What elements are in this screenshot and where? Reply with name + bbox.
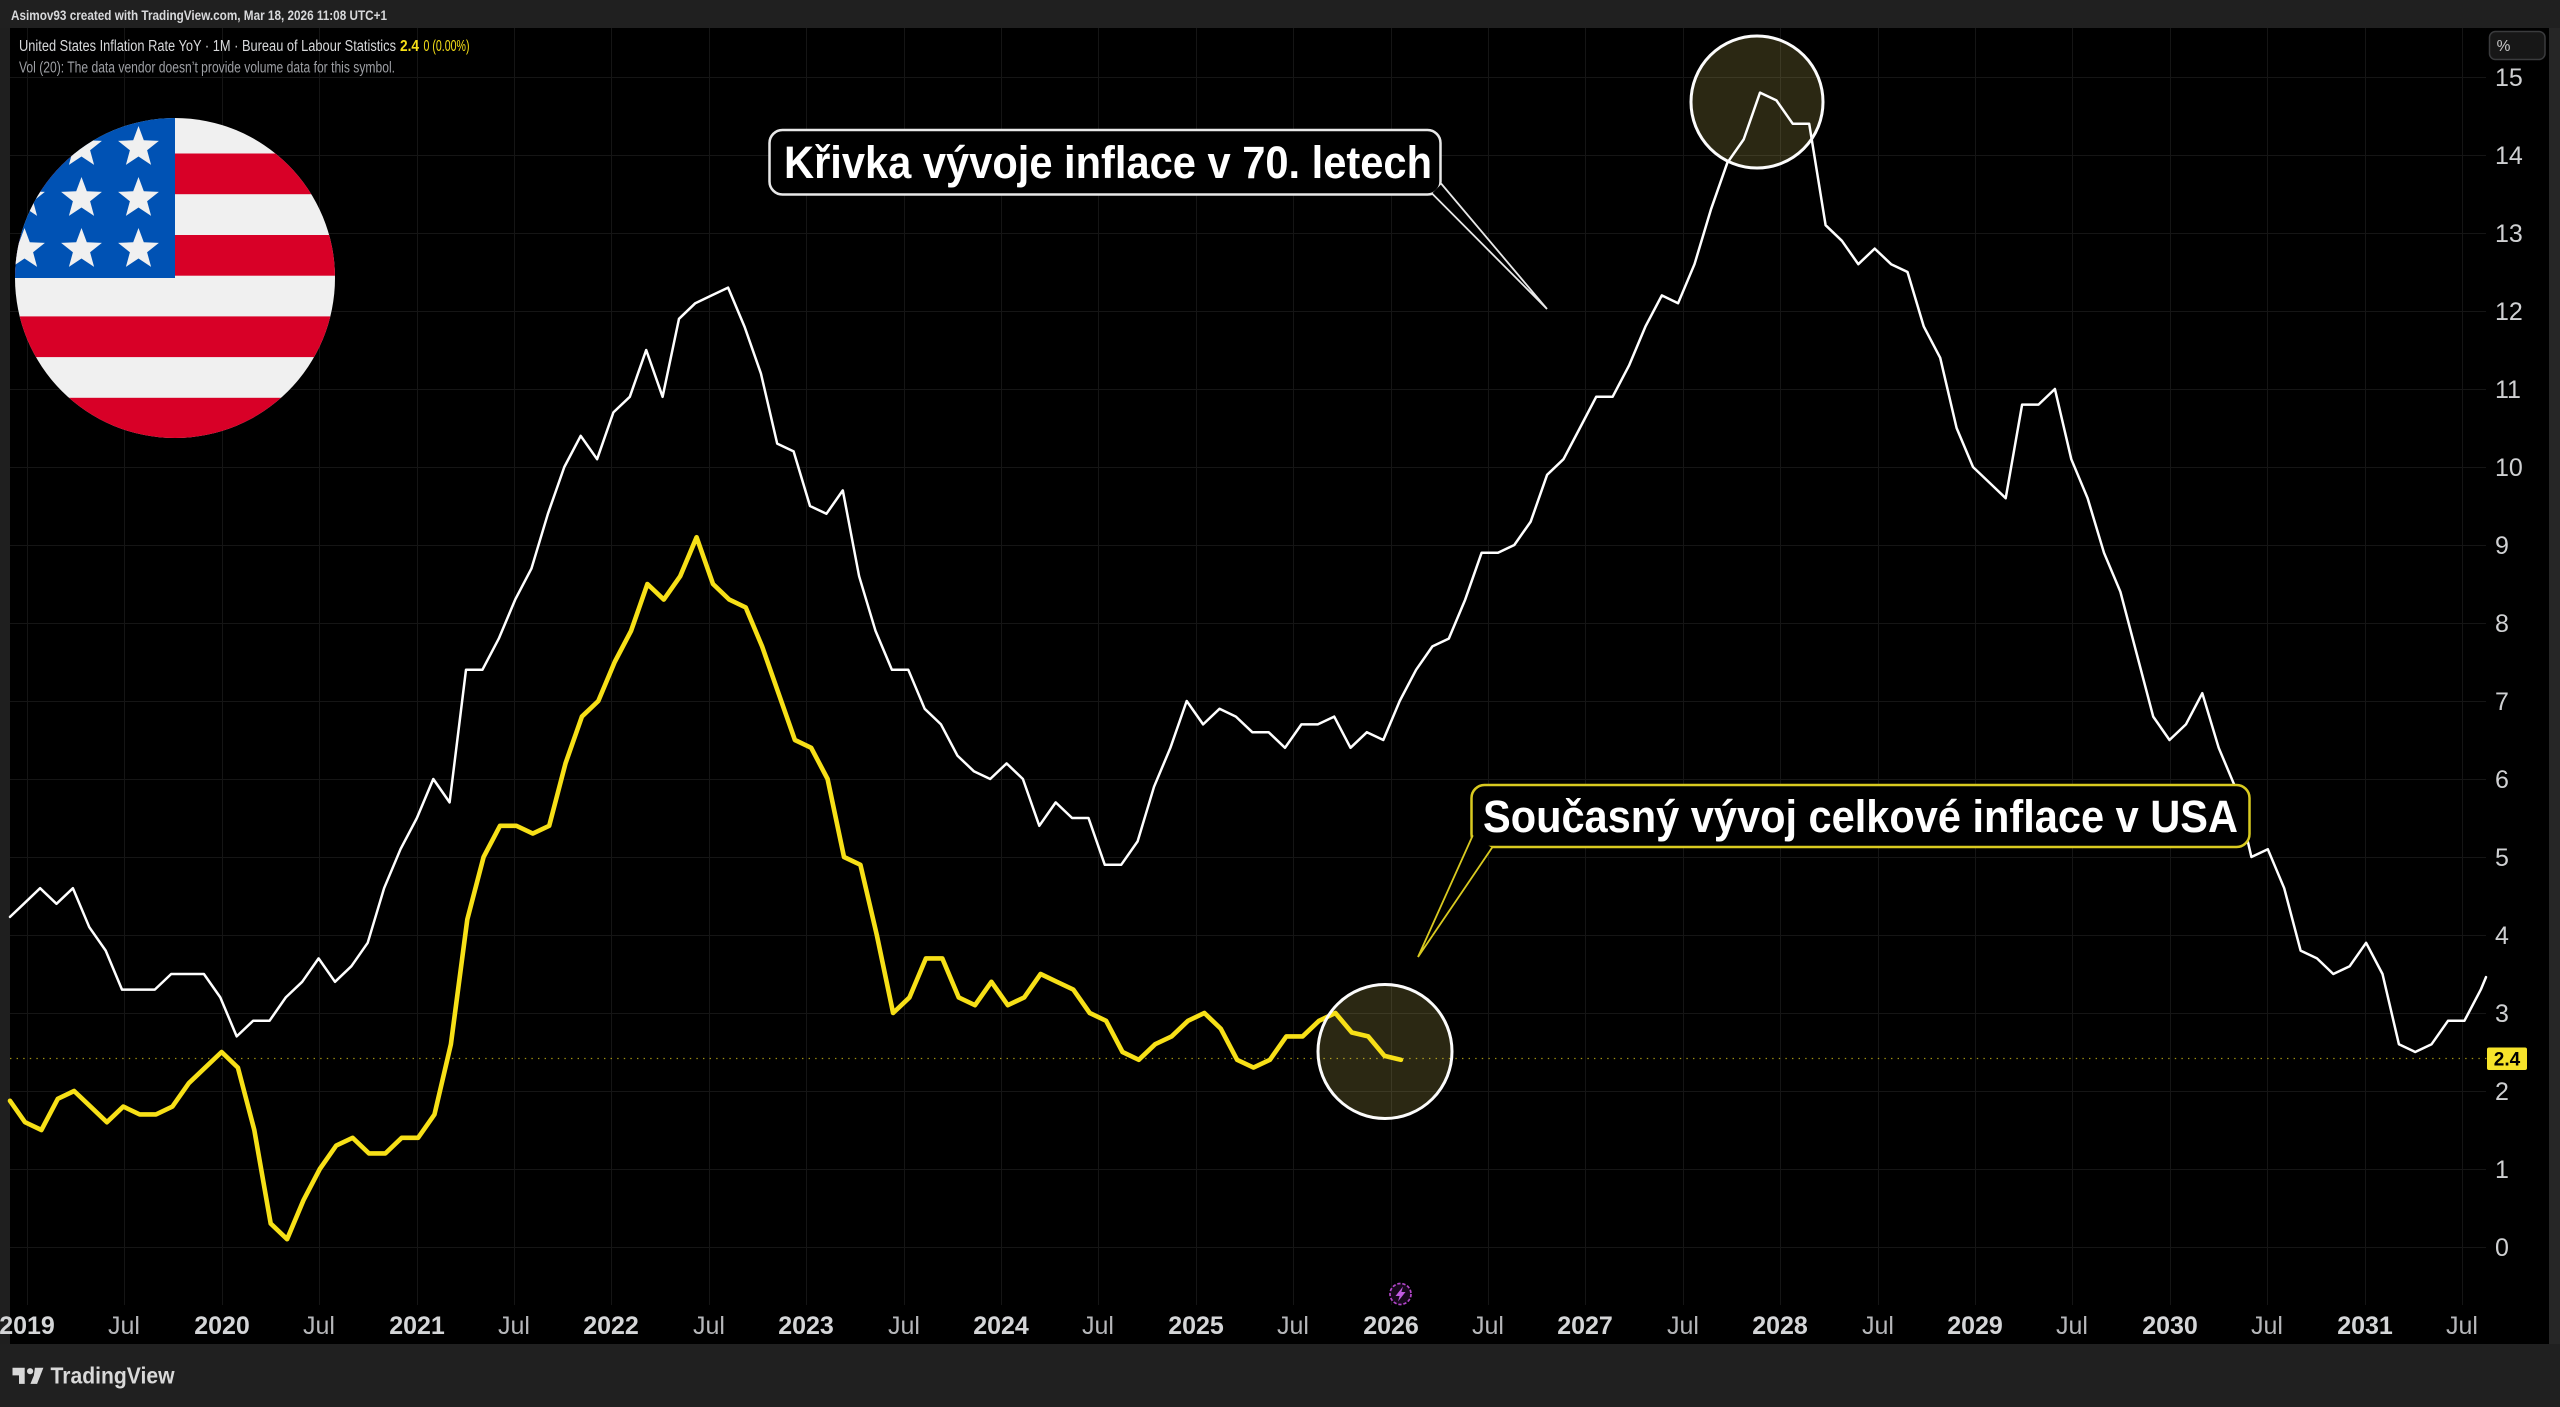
svg-text:Jul: Jul	[498, 1312, 530, 1340]
svg-text:2025: 2025	[1168, 1312, 1224, 1340]
svg-text:11: 11	[2495, 376, 2521, 404]
svg-text:Asimov93 created with TradingV: Asimov93 created with TradingView.com, M…	[11, 8, 387, 23]
svg-text:Jul: Jul	[2056, 1312, 2088, 1340]
svg-text:14: 14	[2495, 142, 2523, 170]
svg-text:Jul: Jul	[1472, 1312, 1504, 1340]
svg-text:0 (0.00%): 0 (0.00%)	[424, 38, 470, 55]
svg-text:Křivka vývoje inflace v 70. le: Křivka vývoje inflace v 70. letech	[784, 137, 1432, 188]
svg-text:2023: 2023	[778, 1312, 834, 1340]
svg-text:12: 12	[2495, 298, 2523, 326]
svg-text:Vol (20): The data vendor does: Vol (20): The data vendor doesn’t provid…	[19, 60, 395, 77]
svg-text:Jul: Jul	[693, 1312, 725, 1340]
svg-text:Jul: Jul	[1667, 1312, 1699, 1340]
svg-text:5: 5	[2495, 844, 2509, 872]
svg-text:2030: 2030	[2142, 1312, 2198, 1340]
svg-text:Jul: Jul	[2446, 1312, 2478, 1340]
svg-text:2031: 2031	[2337, 1312, 2393, 1340]
svg-text:0: 0	[2495, 1234, 2509, 1262]
svg-text:Jul: Jul	[108, 1312, 140, 1340]
svg-text:2.4: 2.4	[2494, 1050, 2521, 1071]
svg-text:15: 15	[2495, 64, 2523, 92]
svg-text:United States Inflation Rate Y: United States Inflation Rate YoY · 1M · …	[19, 38, 396, 55]
svg-text:4: 4	[2495, 922, 2509, 950]
svg-text:13: 13	[2495, 220, 2523, 248]
svg-text:8: 8	[2495, 610, 2509, 638]
svg-text:Současný vývoj celkové inflace: Současný vývoj celkové inflace v USA	[1483, 791, 2238, 842]
svg-text:2020: 2020	[194, 1312, 250, 1340]
svg-text:Jul: Jul	[1082, 1312, 1114, 1340]
svg-text:2.4: 2.4	[400, 38, 419, 55]
svg-text:2024: 2024	[973, 1312, 1029, 1340]
svg-text:2019: 2019	[0, 1312, 55, 1340]
svg-text:Jul: Jul	[1277, 1312, 1309, 1340]
svg-text:Jul: Jul	[303, 1312, 335, 1340]
svg-text:%: %	[2497, 38, 2511, 55]
svg-text:Jul: Jul	[2251, 1312, 2283, 1340]
svg-text:2028: 2028	[1752, 1312, 1808, 1340]
svg-text:2026: 2026	[1363, 1312, 1419, 1340]
svg-text:TradingView: TradingView	[51, 1363, 175, 1389]
svg-text:10: 10	[2495, 454, 2523, 482]
svg-text:6: 6	[2495, 766, 2509, 794]
svg-text:2: 2	[2495, 1078, 2509, 1106]
svg-text:7: 7	[2495, 688, 2509, 716]
svg-text:2021: 2021	[389, 1312, 445, 1340]
svg-text:Jul: Jul	[1862, 1312, 1894, 1340]
svg-text:1: 1	[2495, 1156, 2509, 1184]
svg-text:Jul: Jul	[888, 1312, 920, 1340]
svg-text:2022: 2022	[583, 1312, 639, 1340]
svg-text:3: 3	[2495, 1000, 2509, 1028]
svg-text:2027: 2027	[1557, 1312, 1613, 1340]
svg-text:9: 9	[2495, 532, 2509, 560]
svg-text:2029: 2029	[1947, 1312, 2003, 1340]
